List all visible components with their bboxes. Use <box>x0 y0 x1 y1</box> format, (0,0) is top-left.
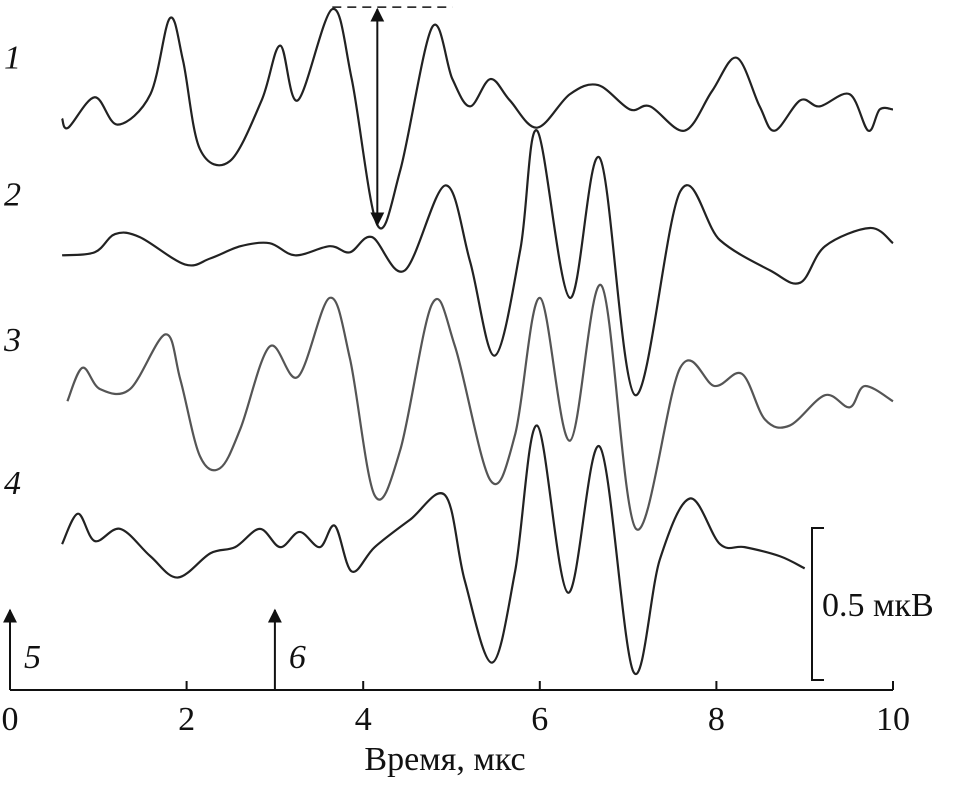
trace <box>61 129 894 397</box>
trace-label: 3 <box>3 322 21 359</box>
event-label: 6 <box>289 639 306 676</box>
trace-label: 4 <box>4 465 21 502</box>
scale-bar-label: 0.5 мкВ <box>822 587 934 624</box>
x-tick-label: 10 <box>876 701 910 738</box>
trace <box>66 284 894 531</box>
trace-label: 2 <box>4 176 21 213</box>
x-tick-label: 8 <box>708 701 725 738</box>
x-tick-label: 4 <box>355 701 372 738</box>
x-tick-label: 2 <box>178 701 195 738</box>
x-axis-label: Время, мкс <box>364 741 525 778</box>
trace <box>61 8 894 230</box>
x-tick-label: 6 <box>531 701 548 738</box>
scale-bar <box>811 527 824 681</box>
trace <box>61 424 806 676</box>
trace-label: 1 <box>4 40 21 77</box>
event-label: 5 <box>24 639 41 676</box>
x-tick-label: 0 <box>2 701 19 738</box>
